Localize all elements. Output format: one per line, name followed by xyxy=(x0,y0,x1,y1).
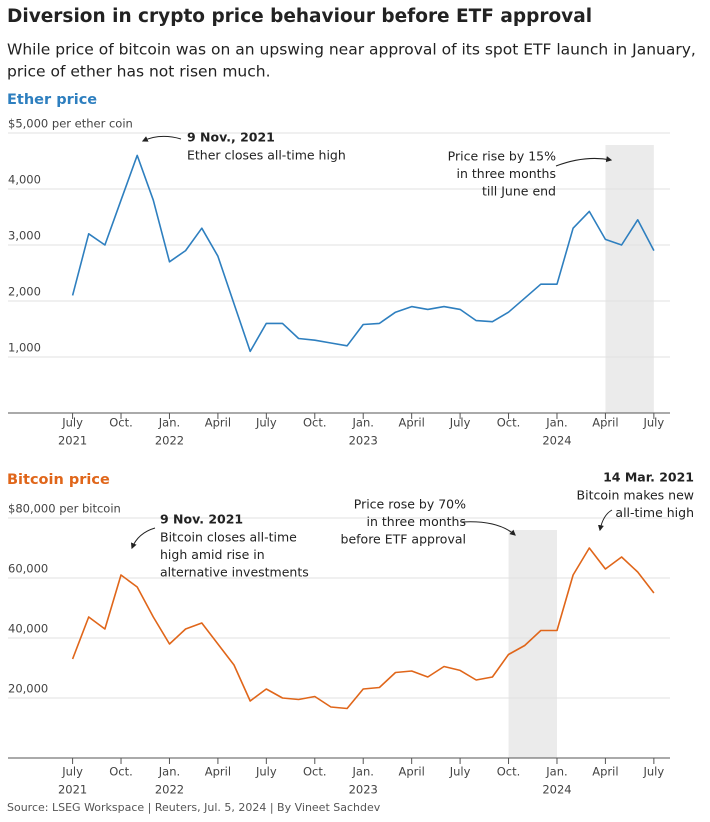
source: Source: LSEG Workspace | Reuters, Jul. 5… xyxy=(7,801,381,814)
annotation-text: in three months xyxy=(457,166,557,181)
chart-subtitle: Ether price xyxy=(7,92,97,108)
x-tick-label: July xyxy=(61,416,83,430)
annotation-text: all-time high xyxy=(615,505,694,520)
y-tick-label: 40,000 xyxy=(8,622,48,636)
x-tick-year: 2024 xyxy=(542,783,571,797)
x-tick-label: Oct. xyxy=(109,416,133,430)
x-tick-label: April xyxy=(399,765,425,779)
x-tick-label: Jan. xyxy=(352,416,374,430)
x-tick-label: Oct. xyxy=(109,765,133,779)
price-line xyxy=(71,547,655,710)
annotation-arrow xyxy=(555,156,613,167)
annotation-heading: 9 Nov. 2021 xyxy=(160,512,243,527)
x-tick-label: Jan. xyxy=(545,416,567,430)
annotation-text: Price rose by 70% xyxy=(354,497,466,512)
x-tick-year: 2021 xyxy=(58,783,87,797)
highlight-band xyxy=(605,145,654,413)
subtitle: While price of bitcoin was on an upswing… xyxy=(7,41,696,59)
y-tick-label: 60,000 xyxy=(8,562,48,576)
annotation-text: before ETF approval xyxy=(341,532,466,547)
x-tick-label: July xyxy=(643,416,665,430)
x-tick-label: Oct. xyxy=(303,416,327,430)
x-tick-label: Oct. xyxy=(497,416,521,430)
x-tick-year: 2023 xyxy=(349,434,378,448)
subtitle: price of ether has not risen much. xyxy=(7,63,271,81)
x-tick-label: Jan. xyxy=(158,765,180,779)
y-tick-label: 3,000 xyxy=(8,229,41,243)
y-tick-label: $5,000 per ether coin xyxy=(8,117,133,131)
price-line xyxy=(71,154,655,353)
x-tick-label: July xyxy=(449,416,471,430)
x-tick-year: 2022 xyxy=(155,434,184,448)
x-tick-label: July xyxy=(255,416,277,430)
x-tick-year: 2021 xyxy=(58,434,87,448)
annotation-text: Ether closes all-time high xyxy=(187,148,346,163)
x-tick-label: July xyxy=(449,765,471,779)
annotation-arrow xyxy=(130,527,156,550)
x-tick-label: Jan. xyxy=(545,765,567,779)
y-tick-label: 1,000 xyxy=(8,341,41,355)
annotation-text: alternative investments xyxy=(160,565,309,580)
x-tick-label: Oct. xyxy=(303,765,327,779)
x-tick-year: 2024 xyxy=(542,434,571,448)
annotation-text: high amid rise in xyxy=(160,547,265,562)
annotation-heading: 9 Nov., 2021 xyxy=(187,130,275,145)
x-tick-year: 2022 xyxy=(155,783,184,797)
annotation-text: Bitcoin makes new xyxy=(577,488,694,503)
x-tick-label: April xyxy=(399,416,425,430)
y-tick-label: 4,000 xyxy=(8,173,41,187)
x-tick-label: April xyxy=(592,416,618,430)
y-tick-label: 2,000 xyxy=(8,285,41,299)
x-tick-label: April xyxy=(205,416,231,430)
x-tick-label: July xyxy=(255,765,277,779)
y-tick-label: $80,000 per bitcoin xyxy=(8,502,121,516)
annotation-text: Price rise by 15% xyxy=(448,149,556,164)
annotation-arrow xyxy=(141,135,182,142)
annotation-text: Bitcoin closes all-time xyxy=(160,530,297,545)
x-tick-label: April xyxy=(592,765,618,779)
x-tick-year: 2023 xyxy=(349,783,378,797)
x-tick-label: July xyxy=(61,765,83,779)
highlight-band xyxy=(508,530,557,758)
annotation-text: till June end xyxy=(482,184,556,199)
y-tick-label: 20,000 xyxy=(8,682,48,696)
x-tick-label: Oct. xyxy=(497,765,521,779)
annotation-arrow xyxy=(461,521,516,536)
annotation-text: in three months xyxy=(367,514,467,529)
x-tick-label: Jan. xyxy=(352,765,374,779)
chart-subtitle: Bitcoin price xyxy=(7,472,110,488)
annotation-heading: 14 Mar. 2021 xyxy=(603,470,694,485)
title: Diversion in crypto price behaviour befo… xyxy=(7,6,592,27)
x-tick-label: Jan. xyxy=(158,416,180,430)
x-tick-label: July xyxy=(643,765,665,779)
annotation-arrow xyxy=(598,509,613,532)
x-tick-label: April xyxy=(205,765,231,779)
